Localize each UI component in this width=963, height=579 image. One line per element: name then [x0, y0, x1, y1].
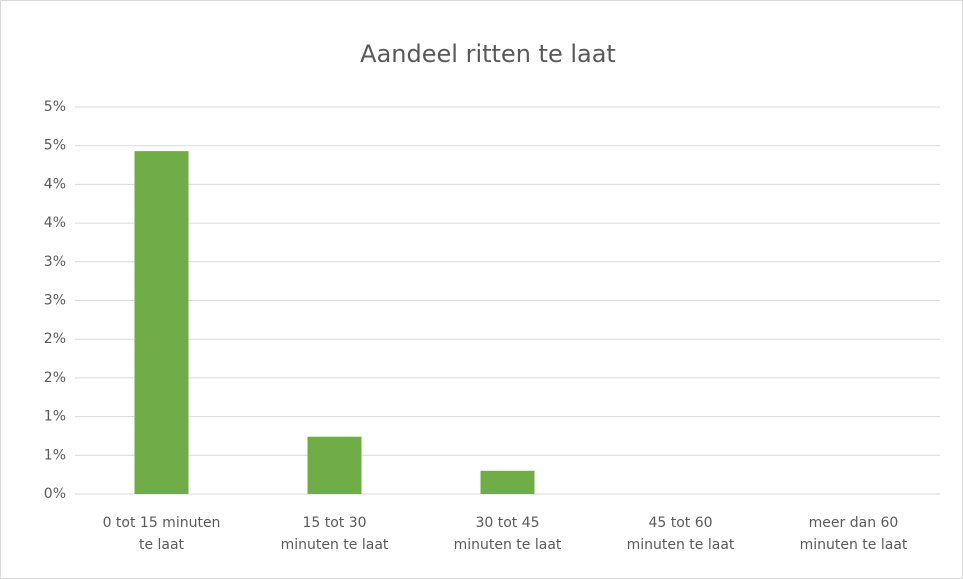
- y-tick-label: 1%: [44, 447, 66, 463]
- x-tick-label: meer dan 60 minuten te laat: [799, 515, 908, 553]
- bar: [134, 151, 189, 495]
- y-tick-label: 3%: [44, 293, 66, 309]
- y-tick-label: 5%: [44, 138, 66, 154]
- bar: [307, 436, 362, 494]
- x-tick-label: 45 tot 60 minuten te laat: [626, 515, 735, 553]
- y-tick-label: 0%: [44, 486, 66, 502]
- x-tick-label: 0 tot 15 minuten te laat: [102, 515, 221, 553]
- y-tick-label: 2%: [44, 331, 66, 347]
- x-tick-label: 30 tot 45 minuten te laat: [453, 515, 562, 553]
- y-tick-label: 4%: [44, 176, 66, 192]
- chart-title: Aandeel ritten te laat: [360, 40, 616, 68]
- y-tick-label: 2%: [44, 370, 66, 386]
- bar: [480, 470, 535, 494]
- y-tick-label: 3%: [44, 254, 66, 270]
- y-tick-label: 1%: [44, 409, 66, 425]
- y-tick-label: 5%: [44, 99, 66, 115]
- y-tick-label: 4%: [44, 215, 66, 231]
- x-tick-label: 15 tot 30 minuten te laat: [280, 515, 389, 553]
